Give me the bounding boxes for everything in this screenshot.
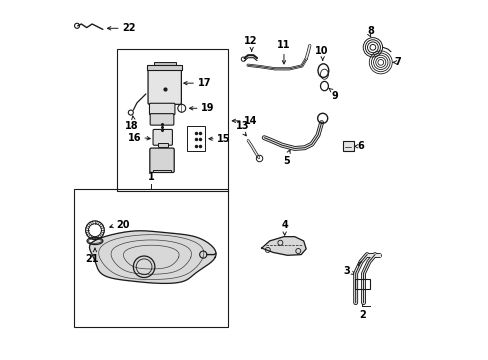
Text: 12: 12 — [244, 36, 257, 46]
Text: 8: 8 — [366, 26, 373, 36]
Text: 6: 6 — [357, 141, 364, 151]
Text: 19: 19 — [201, 103, 214, 113]
Text: 17: 17 — [198, 78, 211, 88]
Text: 14: 14 — [244, 116, 257, 126]
Bar — [342, 141, 353, 151]
Text: 7: 7 — [394, 57, 400, 67]
Polygon shape — [261, 237, 305, 255]
Text: 1: 1 — [147, 172, 154, 182]
Text: 16: 16 — [128, 133, 142, 143]
Text: 3: 3 — [343, 266, 349, 276]
Polygon shape — [89, 231, 216, 283]
Bar — [74, 189, 228, 327]
Text: 13: 13 — [236, 121, 249, 131]
Text: 5: 5 — [283, 156, 289, 166]
Text: 9: 9 — [330, 91, 337, 101]
Text: 11: 11 — [276, 40, 289, 50]
Text: 18: 18 — [125, 121, 139, 131]
Bar — [354, 279, 369, 289]
Text: 21: 21 — [85, 253, 99, 264]
Text: 10: 10 — [315, 46, 328, 56]
FancyBboxPatch shape — [149, 148, 174, 172]
Text: 22: 22 — [122, 23, 136, 33]
Bar — [152, 170, 171, 172]
FancyBboxPatch shape — [148, 67, 181, 104]
Bar — [158, 143, 167, 147]
Bar — [147, 65, 182, 69]
FancyBboxPatch shape — [149, 103, 175, 115]
Bar — [154, 62, 175, 65]
FancyBboxPatch shape — [153, 130, 172, 145]
Text: 2: 2 — [358, 310, 365, 320]
Bar — [187, 126, 204, 151]
Text: 20: 20 — [116, 220, 129, 230]
FancyBboxPatch shape — [150, 114, 174, 125]
Text: 15: 15 — [217, 134, 230, 144]
Bar — [117, 49, 228, 191]
Text: 4: 4 — [281, 220, 287, 230]
